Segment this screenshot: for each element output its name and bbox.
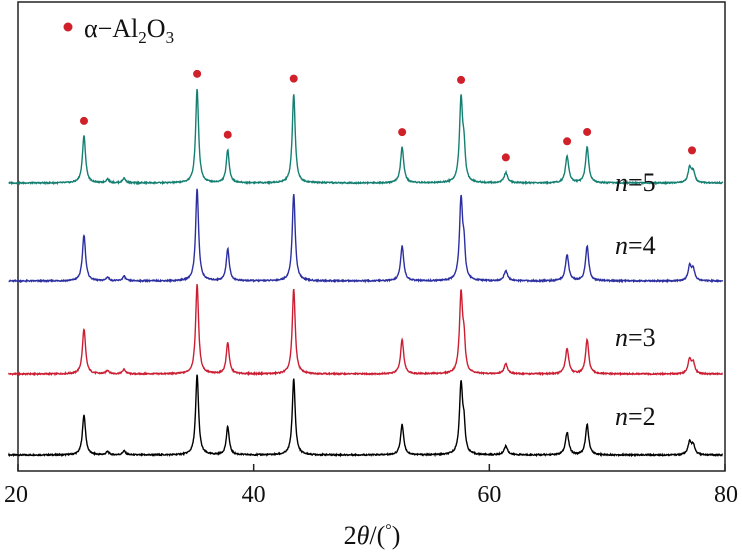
series-label-n3-var: n: [615, 323, 628, 352]
series-line-n5: [8, 88, 724, 186]
series-label-n3: n=3: [615, 323, 656, 352]
peak-marker: [79, 116, 88, 125]
peak-marker: [583, 127, 592, 136]
x-axis-label-prefix: 2: [344, 521, 357, 550]
peak-marker: [289, 74, 298, 83]
x-tick-layer: 20 40 60 80: [4, 464, 738, 508]
x-axis-label-degree: °: [385, 522, 391, 539]
series-line-n3: [7, 284, 723, 377]
x-tick-label: 20: [4, 482, 28, 508]
series-label-n5-var: n: [615, 168, 628, 197]
peak-marker: [398, 128, 407, 137]
x-axis-label-theta: θ: [357, 521, 370, 550]
x-tick-label: 40: [242, 482, 266, 508]
plot-frame: [17, 1, 726, 472]
legend: α−Al2O3: [63, 14, 174, 47]
series-label-n4-eq: =4: [628, 231, 656, 260]
legend-label-mid: O: [147, 14, 166, 43]
series-line-n4: [8, 188, 724, 284]
series-label-n4-var: n: [615, 231, 628, 260]
series-label-n4: n=4: [615, 231, 656, 260]
x-tick-label: 80: [714, 482, 738, 508]
series-label-n5: n=5: [615, 168, 656, 197]
legend-label: α−Al2O3: [84, 14, 174, 47]
peak-marker: [501, 153, 510, 162]
peak-marker-layer: [79, 69, 697, 162]
peak-marker: [193, 69, 202, 78]
x-axis-label-suffix: /(: [369, 521, 385, 550]
series-label-n5-eq: =5: [628, 168, 656, 197]
series-label-n2: n=2: [615, 402, 656, 431]
peak-marker: [688, 146, 697, 155]
legend-label-sub1: 2: [138, 28, 147, 47]
legend-marker: [63, 22, 73, 32]
series-line-n2: [7, 374, 723, 458]
series-layer: [7, 88, 724, 458]
legend-label-sub2: 3: [166, 28, 175, 47]
series-label-n2-var: n: [615, 402, 628, 431]
peak-marker: [223, 130, 232, 139]
peak-marker: [457, 75, 466, 84]
x-axis-label-close: ): [392, 521, 401, 550]
legend-label-prefix: α−Al: [84, 14, 138, 43]
peak-marker: [563, 137, 572, 146]
x-tick-label: 60: [477, 482, 501, 508]
series-label-n3-eq: =3: [628, 323, 656, 352]
series-label-n2-eq: =2: [628, 402, 656, 431]
x-axis-label: 2θ/(°): [344, 521, 401, 550]
